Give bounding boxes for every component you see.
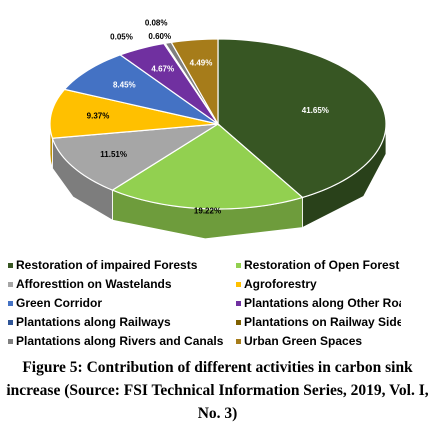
- legend-marker: [8, 301, 13, 306]
- legend-marker: [236, 282, 241, 287]
- legend-marker: [8, 320, 13, 325]
- data-label: 19.22%: [194, 207, 221, 216]
- data-label: 41.65%: [302, 106, 329, 115]
- legend: Restoration of impaired Forests Restorati…: [8, 258, 420, 348]
- legend-marker: [8, 339, 13, 344]
- legend-marker: [236, 320, 241, 325]
- legend-label: Plantations along Railways: [16, 315, 171, 329]
- caption: Figure 5: Contribution of different acti…: [6, 359, 429, 422]
- slice: [63, 54, 219, 125]
- legend-label: Plantations along Other Roads: [244, 296, 420, 310]
- slice: [118, 42, 219, 125]
- legend-label: Plantations along Rivers and Canals: [16, 334, 224, 348]
- legend-marker: [8, 282, 13, 287]
- slice: [217, 38, 387, 199]
- data-label: 9.37%: [87, 111, 110, 120]
- legend-label: Urban Green Spaces: [244, 334, 362, 348]
- legend-label: Plantations on Railway Sides: [244, 315, 410, 329]
- legend-marker: [236, 263, 241, 268]
- legend-label: Afforesttion on Wastelands: [16, 277, 172, 291]
- slice: [51, 123, 219, 191]
- slice: [170, 38, 219, 127]
- slice: [49, 88, 219, 139]
- slice: [111, 123, 304, 210]
- legend-label: Green Corridor: [16, 296, 102, 310]
- legend-label: Restoration of impaired Forests: [16, 258, 198, 272]
- legend-label: Agroforestry: [244, 277, 317, 291]
- pie: 41.65% 19.22% 11.51% 9.37% 8.45% 4.67% 0.05% 0.…: [49, 18, 387, 240]
- legend-marker: [8, 263, 13, 268]
- data-label: 8.45%: [113, 80, 136, 89]
- legend-marker: [236, 339, 241, 344]
- data-label: 0.05%: [110, 33, 133, 42]
- chart: 41.65% 19.22% 11.51% 9.37% 8.45% 4.67% 0.05% 0.…: [8, 18, 420, 348]
- data-label: 11.51%: [100, 150, 127, 159]
- legend-label: Restoration of Open Forest: [244, 258, 399, 272]
- data-label: 4.49%: [190, 59, 213, 68]
- data-label: 0.08%: [145, 18, 168, 27]
- legend-marker: [236, 301, 241, 306]
- data-label: 0.60%: [148, 32, 171, 41]
- data-label: 4.67%: [151, 65, 174, 74]
